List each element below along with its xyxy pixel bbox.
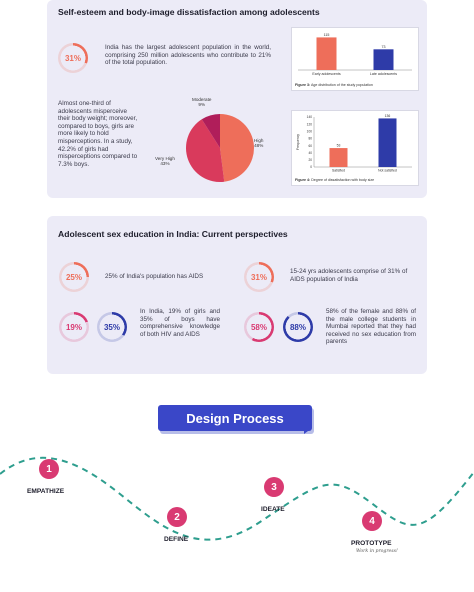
aids-share-text: 25% of India's population has AIDS bbox=[105, 273, 225, 281]
female-no-sex-ed-value: 58% bbox=[251, 323, 267, 332]
fig3-category-label-0: Early adolescents bbox=[312, 72, 341, 76]
figure4-caption: Figure 4: Degree of dissatisfaction with… bbox=[295, 178, 374, 182]
fig4-ytick-1: 20 bbox=[308, 158, 312, 162]
fig3-bar-0 bbox=[317, 37, 337, 70]
step-2-label: DEFINE bbox=[164, 536, 188, 543]
fig4-ytick-5: 100 bbox=[307, 129, 313, 133]
youth-aids-text: 15-24 yrs adolescents comprise of 31% of… bbox=[290, 268, 415, 283]
pie-label-very-high: Very High 43% bbox=[155, 156, 175, 167]
body-size-chart: 0 20 40 60 80 100 120 140 Frequency 53 Satisfied 13… bbox=[292, 111, 418, 175]
fig3-category-label-1: Late adolescents bbox=[370, 72, 397, 76]
no-sex-ed-text: 58% of the female and 88% of the male co… bbox=[326, 308, 416, 346]
step-3-label: IDEATE bbox=[261, 506, 285, 513]
section2-title: Adolescent sex education in India: Curre… bbox=[58, 229, 288, 239]
step-4-label: PROTOTYPE bbox=[351, 540, 392, 547]
design-process-title: Design Process bbox=[186, 411, 284, 426]
step-3-badge: 3 bbox=[264, 477, 284, 497]
male-no-sex-ed-ring: 88% bbox=[283, 312, 313, 342]
youth-aids-ring: 31% bbox=[244, 262, 274, 292]
sex-education-card: Adolescent sex education in India: Curre… bbox=[47, 216, 427, 374]
adolescent-share-value: 31% bbox=[65, 54, 81, 63]
male-no-sex-ed-value: 88% bbox=[290, 323, 306, 332]
pie-slice-high bbox=[220, 114, 254, 182]
fig4-ytick-3: 60 bbox=[308, 144, 312, 148]
fig3-value-label-0: 115 bbox=[324, 33, 330, 37]
aids-share-ring: 25% bbox=[59, 262, 89, 292]
girls-knowledge-value: 19% bbox=[66, 323, 82, 332]
boys-knowledge-value: 35% bbox=[104, 323, 120, 332]
body-size-figure: 0 20 40 60 80 100 120 140 Frequency 53 Satisfied 13… bbox=[291, 110, 419, 186]
aids-share-value: 25% bbox=[66, 273, 82, 282]
body-image-card: Self-esteem and body-image dissatisfacti… bbox=[47, 0, 427, 198]
fig4-category-label-0: Satisfied bbox=[332, 169, 345, 173]
intro-text: India has the largest adolescent populat… bbox=[105, 44, 271, 67]
section1-title: Self-esteem and body-image dissatisfacti… bbox=[58, 7, 320, 17]
fig3-bar-1 bbox=[374, 49, 394, 70]
step-1-badge: 1 bbox=[39, 459, 59, 479]
fig4-bar-1 bbox=[379, 118, 397, 167]
adolescent-share-ring: 31% bbox=[58, 43, 88, 73]
fig4-ytick-7: 140 bbox=[307, 115, 313, 119]
dissatisfaction-pie-chart bbox=[180, 108, 260, 188]
fig4-category-label-1: Not satisfied bbox=[378, 169, 397, 173]
age-distribution-figure: 115 Early adolescents 73 Late adolescents F… bbox=[291, 27, 419, 91]
fig4-ytick-4: 80 bbox=[308, 137, 312, 141]
hiv-knowledge-text: In India, 19% of girls and 35% of boys h… bbox=[140, 308, 220, 338]
process-path bbox=[0, 432, 474, 592]
fig4-ytick-6: 120 bbox=[307, 122, 313, 126]
fig4-ytick-0: 0 bbox=[310, 165, 312, 169]
misperception-text: Almost one-third of adolescents misperce… bbox=[58, 100, 140, 168]
fig4-ylabel: Frequency bbox=[296, 134, 300, 150]
design-process-banner: Design Process bbox=[158, 405, 312, 431]
fig4-ytick-2: 40 bbox=[308, 151, 312, 155]
figure3-caption: Figure 3: Age distribution of the study … bbox=[295, 83, 373, 87]
step-1-label: EMPATHIZE bbox=[27, 488, 64, 495]
girls-knowledge-ring: 19% bbox=[59, 312, 89, 342]
fig3-value-label-1: 73 bbox=[382, 45, 386, 49]
fig4-value-label-1: 136 bbox=[385, 114, 391, 118]
fig4-value-label-0: 53 bbox=[337, 144, 341, 148]
age-distribution-chart: 115 Early adolescents 73 Late adolescents bbox=[292, 28, 418, 80]
female-no-sex-ed-ring: 58% bbox=[244, 312, 274, 342]
step-4-sublabel: Work in progress! bbox=[356, 549, 398, 554]
step-2-badge: 2 bbox=[167, 507, 187, 527]
boys-knowledge-ring: 35% bbox=[97, 312, 127, 342]
youth-aids-value: 31% bbox=[251, 273, 267, 282]
pie-label-high: High 48% bbox=[254, 138, 263, 149]
step-4-badge: 4 bbox=[362, 511, 382, 531]
fig4-bar-0 bbox=[330, 148, 348, 167]
pie-label-moderate: Moderate 9% bbox=[192, 97, 211, 108]
